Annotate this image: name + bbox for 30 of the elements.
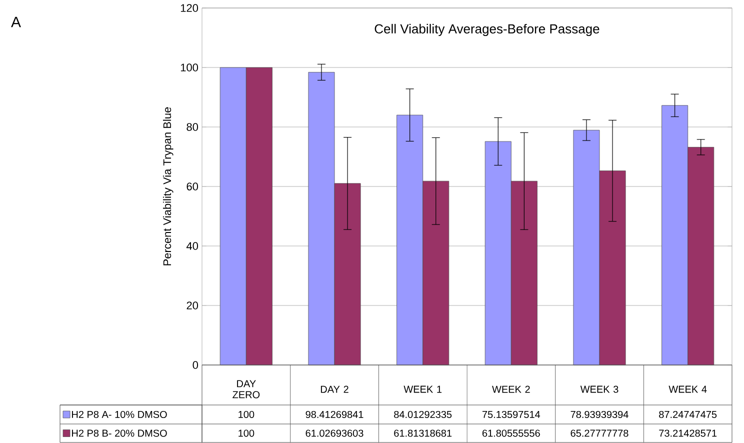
y-tick-label: 20 <box>186 302 198 310</box>
x-tick-label: DAY 2 <box>320 386 348 393</box>
y-tick-label: 80 <box>186 123 198 131</box>
x-tick-label: DAY ZERO <box>232 380 260 398</box>
y-tick-label: 100 <box>180 64 198 72</box>
y-tick-label: 0 <box>192 361 198 369</box>
data-label: 87.24747475 <box>659 410 717 418</box>
x-tick-label: WEEK 2 <box>492 386 530 393</box>
data-label: 100 <box>238 410 254 418</box>
data-label: 61.81318681 <box>394 430 452 437</box>
x-tick-label: WEEK 4 <box>668 386 707 393</box>
text: A <box>11 16 21 28</box>
data-label: 61.02693603 <box>306 430 364 437</box>
text: Cell Viability Averages-Before Passage <box>374 24 600 36</box>
data-label: 65.27777778 <box>570 430 628 437</box>
data-label: 75.13597514 <box>482 410 540 418</box>
y-tick-label: 40 <box>186 242 198 250</box>
data-label: 98.41269841 <box>306 410 364 418</box>
data-label: 78.93939394 <box>570 410 628 418</box>
y-tick-label: 120 <box>180 4 198 12</box>
x-tick-label: WEEK 1 <box>404 386 442 393</box>
data-label: 61.80555556 <box>482 430 540 437</box>
y-axis-title: Percent Viability Via Trypan Blue <box>163 107 174 266</box>
legend-label: H2 P8 B- 20% DMSO <box>72 430 167 437</box>
data-label: 100 <box>238 430 254 437</box>
data-label: 84.01292335 <box>394 410 452 418</box>
data-label: 73.21428571 <box>659 430 717 437</box>
y-tick-label: 60 <box>186 182 198 190</box>
x-tick-label: WEEK 3 <box>580 386 618 393</box>
legend-label: H2 P8 A- 10% DMSO <box>72 410 167 418</box>
